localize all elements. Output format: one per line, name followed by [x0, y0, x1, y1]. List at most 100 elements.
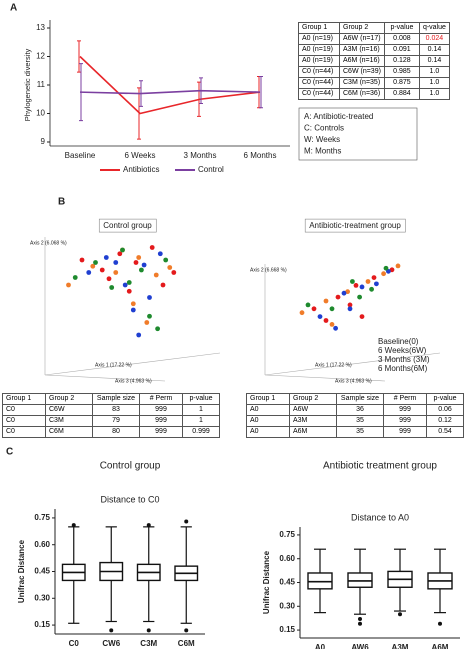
x-tick-label: AW6 [351, 643, 369, 649]
point [113, 270, 119, 275]
abbreviation: C: Controls [304, 124, 344, 133]
table-cell: 0.985 [383, 66, 420, 78]
table-cell: p-value [383, 22, 420, 34]
table-cell: 1 [182, 415, 220, 427]
abbreviation: A: Antibiotic-treated [304, 112, 373, 121]
title-box [98, 218, 157, 233]
point [86, 270, 92, 275]
outlier [438, 621, 442, 626]
point [122, 282, 128, 288]
point [369, 286, 374, 292]
table-cell: 0.14 [418, 55, 450, 67]
point [335, 294, 341, 300]
point [126, 288, 132, 294]
point [103, 255, 109, 260]
x-tick-label: 3 Months [184, 151, 217, 160]
point [329, 306, 335, 312]
abbreviation: W: Weeks [304, 135, 340, 144]
axis-label: Axis 3 (4.963 %) [335, 378, 372, 384]
y-axis-label: Unifrac Distance [262, 550, 271, 614]
axis-label: Axis 1 (17.22 %) [315, 362, 352, 368]
error-bar [197, 81, 201, 117]
point [347, 302, 353, 308]
axis-frame [44, 237, 221, 382]
table-cell: Group 1 [2, 393, 46, 405]
table-cell: A0 [246, 415, 290, 427]
x-tick-label: C3M [140, 639, 157, 648]
point [130, 301, 136, 307]
point [353, 283, 359, 288]
y-tick-label: 11 [37, 80, 46, 89]
point [139, 267, 144, 273]
table-cell: Group 2 [289, 393, 337, 405]
table-cell: # Perm [383, 393, 427, 405]
point [357, 294, 362, 300]
table-cell: 0.875 [383, 77, 420, 89]
point [350, 279, 355, 284]
series-line [79, 55, 261, 115]
table-cell: 999 [139, 415, 183, 427]
table-cell: C0 (n=44) [298, 88, 340, 100]
x-tick-label: C6M [178, 639, 195, 648]
table-cell: A0 [246, 426, 290, 438]
table-cell: 1 [182, 404, 220, 416]
point [389, 267, 395, 273]
point [171, 270, 177, 275]
table-cell: A0 (n=19) [298, 44, 340, 56]
x-tick-label: Baseline [65, 151, 96, 160]
point [149, 245, 155, 250]
outlier [358, 616, 362, 621]
point [79, 257, 85, 263]
y-tick-label: 0.60 [279, 554, 295, 563]
table-cell: Group 2 [339, 22, 385, 34]
table-cell: 999 [139, 426, 183, 438]
table-row: C0 C6W 83 999 1 [2, 404, 220, 416]
point [153, 272, 159, 278]
point [341, 290, 347, 296]
table-cell: C6M [45, 426, 93, 438]
table-cell: 79 [92, 415, 140, 427]
table-row: C0 (n=44) C3M (n=35) 0.875 1.0 [298, 77, 450, 89]
table-row: A0 (n=19) A6M (n=16) 0.128 0.14 [298, 55, 450, 67]
x-tick-label: C0 [69, 639, 80, 648]
outlier [71, 523, 76, 528]
table-cell: C3M (n=35) [339, 77, 385, 89]
point [305, 302, 311, 308]
panel-label: A [10, 3, 17, 14]
point [136, 255, 142, 260]
table-cell: A0 [246, 404, 290, 416]
panel-label: B [58, 197, 65, 208]
table-cell: Group 1 [246, 393, 290, 405]
group-heading: Antibiotic treatment group [323, 461, 437, 472]
point [371, 275, 377, 280]
legend-label: Baseline(0) [378, 337, 419, 346]
series-line [79, 89, 261, 95]
table-row: C0 C6M 80 999 0.999 [2, 426, 220, 438]
axis-label: Axis 3 (4.963 %) [115, 378, 152, 384]
outlier [109, 628, 114, 633]
axis-label: Axis 1 (17.22 %) [95, 362, 132, 368]
y-tick-label: 0.15 [279, 625, 295, 634]
point [323, 318, 329, 323]
outlier [398, 612, 402, 617]
legend-label: 6 Weeks(6W) [378, 346, 427, 355]
point [109, 285, 115, 290]
x-tick-label: A3M [392, 643, 409, 649]
table-cell: C0 [2, 415, 46, 427]
x-tick-label: A6M [432, 643, 449, 649]
table-row: C0 (n=44) C6M (n=36) 0.884 1.0 [298, 88, 450, 100]
outlier [358, 621, 362, 626]
x-tick-label: 6 Months [244, 151, 277, 160]
table-cell: C0 [2, 404, 46, 416]
table-cell: p-value [426, 393, 464, 405]
table-cell: C6M (n=36) [339, 88, 385, 100]
panel-label: C [6, 447, 13, 458]
scatter-title: Control group [103, 221, 152, 230]
group-heading: Control group [100, 461, 161, 472]
point [347, 306, 353, 312]
outlier [184, 628, 189, 633]
point [323, 298, 329, 304]
table-row: Group 1 Group 2 Sample size # Perm p-value [2, 393, 220, 405]
y-tick-label: 9 [41, 137, 46, 146]
table-cell: A3M (n=16) [339, 44, 385, 56]
